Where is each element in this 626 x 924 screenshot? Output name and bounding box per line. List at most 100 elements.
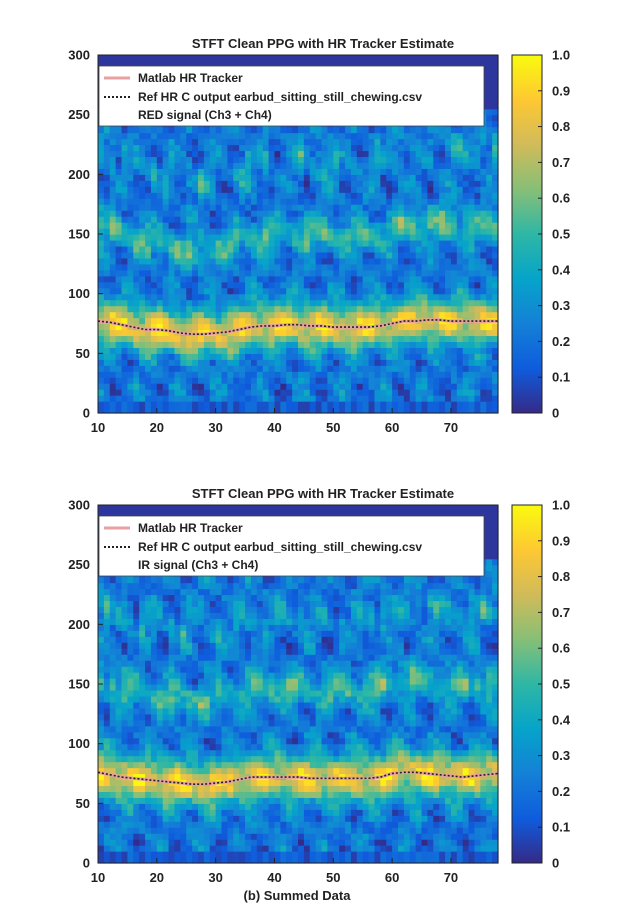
heatmap-cell <box>398 168 405 175</box>
heatmap-cell <box>192 281 199 289</box>
heatmap-cell <box>392 383 399 390</box>
heatmap-cell <box>356 335 364 342</box>
heatmap-cell <box>321 365 329 372</box>
heatmap-cell <box>109 684 117 691</box>
heatmap-cell <box>439 287 446 295</box>
heatmap-cell <box>439 275 446 283</box>
heatmap-cell <box>333 335 340 342</box>
heatmap-cell <box>333 186 340 193</box>
heatmap-cell <box>345 150 352 158</box>
heatmap-cell <box>450 126 458 134</box>
heatmap-cell <box>103 239 111 247</box>
heatmap-cell <box>133 156 140 163</box>
heatmap-cell <box>327 395 334 402</box>
chart-title: STFT Clean PPG with HR Tracker Estimate <box>192 36 454 51</box>
heatmap-cell <box>268 174 276 181</box>
heatmap-cell <box>298 168 305 175</box>
heatmap-cell <box>492 234 499 241</box>
heatmap-cell <box>227 275 234 283</box>
heatmap-cell <box>286 293 293 301</box>
heatmap-cell <box>127 401 134 408</box>
heatmap-cell <box>386 353 393 360</box>
heatmap-cell <box>427 269 434 277</box>
heatmap-cell <box>427 174 434 181</box>
heatmap-cell <box>427 401 434 408</box>
heatmap-cell <box>280 234 287 241</box>
heatmap-cell <box>309 281 317 289</box>
heatmap-cell <box>109 180 117 187</box>
heatmap-cell <box>174 821 181 828</box>
heatmap-cell <box>392 335 399 342</box>
heatmap-cell <box>480 180 487 187</box>
heatmap-cell <box>250 251 258 259</box>
heatmap-cell <box>298 245 305 253</box>
heatmap-cell <box>121 216 129 223</box>
heatmap-cell <box>162 55 170 62</box>
heatmap-cell <box>256 395 264 402</box>
heatmap-cell <box>280 269 287 277</box>
heatmap-cell <box>127 263 134 271</box>
heatmap-cell <box>109 576 117 584</box>
heatmap-cell <box>103 287 111 295</box>
heatmap-cell <box>392 407 399 414</box>
heatmap-cell <box>356 365 364 372</box>
heatmap-cell <box>315 401 323 408</box>
heatmap-cell <box>139 395 146 402</box>
heatmap-cell <box>150 612 158 619</box>
heatmap-cell <box>233 305 240 313</box>
heatmap-cell <box>127 168 134 175</box>
heatmap-cell <box>121 582 129 590</box>
heatmap-cell <box>162 606 170 613</box>
heatmap-cell <box>450 359 458 366</box>
heatmap-cell <box>433 329 440 337</box>
heatmap-cell <box>480 126 487 134</box>
heatmap-cell <box>492 293 499 301</box>
heatmap-cell <box>174 353 181 360</box>
heatmap-cell <box>103 654 111 661</box>
heatmap-cell <box>215 263 223 271</box>
heatmap-cell <box>174 582 181 590</box>
heatmap-cell <box>174 797 181 804</box>
heatmap-cell <box>192 389 199 396</box>
heatmap-cell <box>145 713 152 721</box>
heatmap-cell <box>227 126 234 134</box>
heatmap-cell <box>150 353 158 360</box>
heatmap-cell <box>150 156 158 163</box>
heatmap-cell <box>168 239 176 247</box>
heatmap-cell <box>227 168 234 175</box>
heatmap-cell <box>368 407 376 414</box>
heatmap-cell <box>150 827 158 834</box>
heatmap-cell <box>103 55 111 62</box>
heatmap-cell <box>227 311 234 319</box>
heatmap-cell <box>133 839 140 846</box>
heatmap-cell <box>239 192 246 199</box>
heatmap-cell <box>456 275 464 283</box>
heatmap-cell <box>227 132 234 140</box>
heatmap-cell <box>203 371 211 378</box>
heatmap-cell <box>286 263 293 271</box>
heatmap-cell <box>139 725 146 733</box>
heatmap-cell <box>462 251 470 259</box>
heatmap-cell <box>250 335 258 342</box>
heatmap-cell <box>468 287 476 295</box>
heatmap-cell <box>480 60 487 68</box>
heatmap-cell <box>439 239 446 247</box>
heatmap-cell <box>327 377 334 384</box>
heatmap-cell <box>250 150 258 158</box>
heatmap-cell <box>209 156 217 163</box>
heatmap-cell <box>262 269 270 277</box>
heatmap-cell <box>133 299 140 307</box>
heatmap-cell <box>456 162 464 169</box>
heatmap-cell <box>180 383 187 390</box>
heatmap-cell <box>268 55 276 62</box>
heatmap-cell <box>486 239 493 247</box>
heatmap-cell <box>186 228 193 235</box>
heatmap-cell <box>98 192 105 199</box>
heatmap-cell <box>115 654 123 661</box>
heatmap-cell <box>256 263 264 271</box>
heatmap-cell <box>150 695 158 703</box>
heatmap-cell <box>250 341 258 348</box>
heatmap-cell <box>162 761 170 769</box>
heatmap-cell <box>109 612 117 619</box>
heatmap-cell <box>274 60 281 68</box>
